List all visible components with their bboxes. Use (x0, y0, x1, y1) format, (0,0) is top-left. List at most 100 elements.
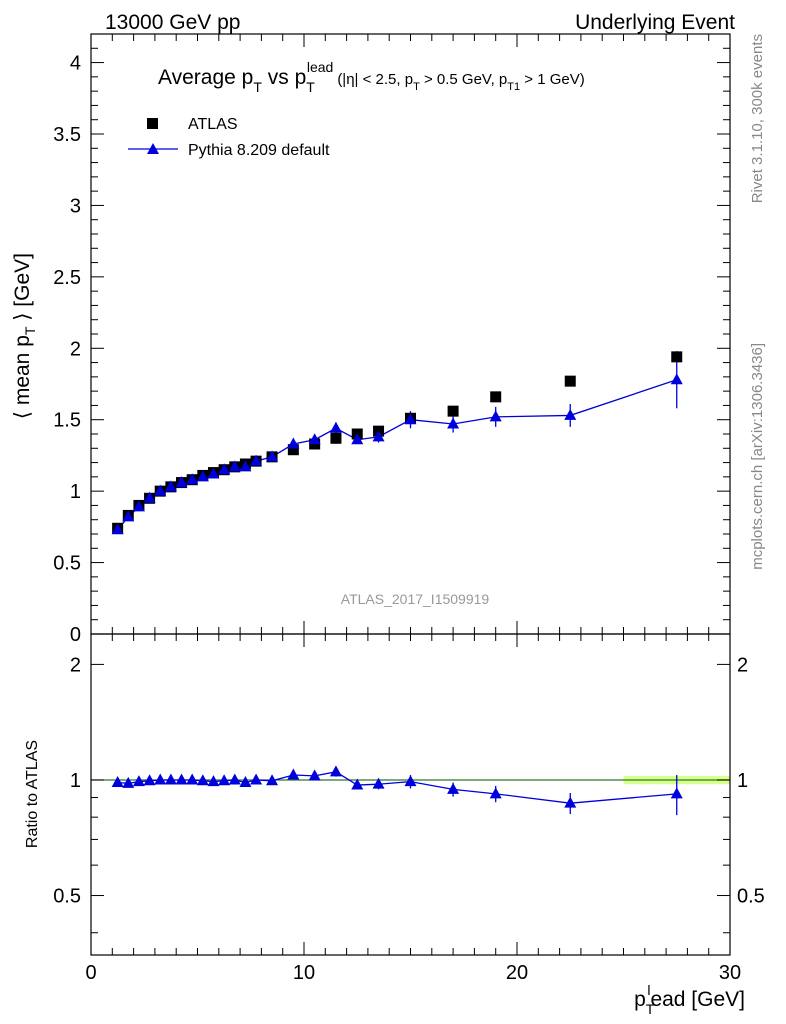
main-error-bars (292, 351, 678, 449)
plot-title: Average pT vs pTlead(|η| < 2.5, pT > 0.5… (158, 59, 585, 95)
pythia-point (351, 433, 364, 445)
ratio-point (196, 774, 209, 786)
ratio-error-bars (335, 767, 678, 816)
ratio-point (250, 773, 263, 785)
ratio-point (308, 769, 321, 781)
pythia-point (670, 373, 683, 385)
x-tick-label: 0 (85, 962, 96, 984)
pythia-point (122, 510, 135, 522)
y-tick-label: 3 (70, 195, 81, 217)
ratio-point (143, 774, 156, 786)
ratio-point (287, 768, 300, 780)
pythia-point (175, 476, 188, 488)
x-axis-label: pTlead [GeV] (634, 982, 745, 1017)
y-tick-label: 4 (70, 53, 81, 75)
ratio-point (329, 765, 342, 777)
ratio-point (207, 775, 220, 787)
x-tick-label: 30 (719, 962, 741, 984)
main-markers (111, 351, 683, 535)
legend-pythia-marker (147, 143, 159, 154)
ratio-y-tick-label-right: 0.5 (737, 886, 765, 908)
ratio-point (404, 775, 417, 787)
atlas-data-point (447, 405, 459, 417)
ratio-point (154, 773, 167, 785)
pythia-point (308, 433, 321, 445)
ratio-panel: 0.5 0.5 1 1 2 2 0 10 20 30 (53, 633, 765, 984)
main-axis-ticks (90, 33, 731, 635)
y-tick-label: 0.5 (53, 553, 81, 575)
pythia-point (218, 463, 231, 475)
pythia-point (164, 480, 177, 492)
y-tick-label: 1.5 (53, 410, 81, 432)
pythia-point (143, 491, 156, 503)
ratio-series-line (117, 771, 677, 804)
y-tick-label: 2.5 (53, 267, 81, 289)
pythia-point (186, 473, 199, 485)
atlas-data-point (671, 351, 683, 363)
y-tick-label: 1 (70, 481, 81, 503)
ratio-point (218, 774, 231, 786)
ratio-point (186, 773, 199, 785)
legend-pythia-label: Pythia 8.209 default (188, 142, 330, 159)
analysis-watermark: ATLAS_2017_I1509919 (341, 591, 490, 607)
pythia-point (132, 500, 145, 512)
ratio-y-tick-label-left: 2 (70, 654, 81, 676)
ratio-line (117, 771, 677, 804)
main-frame (90, 33, 731, 635)
ratio-point (372, 777, 385, 789)
pythia-point (404, 413, 417, 425)
pythia-point (287, 437, 300, 449)
rivet-version-text: Rivet 3.1.10, 300k events (749, 34, 766, 203)
ratio-markers (111, 765, 683, 808)
pythia-point (329, 421, 342, 433)
pythia-point (207, 467, 220, 479)
legend-atlas-label: ATLAS (188, 116, 238, 133)
atlas-data-point (330, 432, 342, 444)
main-series-lines (117, 379, 677, 531)
ratio-point (239, 775, 252, 787)
main-y-tick-labels: 0 0.5 1 1.5 2 2.5 3 3.5 4 (53, 53, 81, 646)
pythia-point (266, 450, 279, 462)
ratio-point (447, 782, 460, 794)
header-left: 13000 GeV pp (105, 11, 240, 34)
ratio-point (489, 787, 502, 799)
pythia-line (117, 379, 677, 531)
pythia-point (196, 470, 209, 482)
y-tick-label: 2 (70, 338, 81, 360)
x-tick-label: 10 (293, 962, 315, 984)
pythia-point (154, 484, 167, 496)
ratio-y-tick-label-left: 0.5 (53, 886, 81, 908)
pythia-point (239, 460, 252, 472)
pythia-point (489, 410, 502, 422)
pythia-point (447, 417, 460, 429)
ratio-frame (90, 633, 731, 956)
ratio-point (122, 776, 135, 788)
legend: ATLAS Pythia 8.209 default (128, 116, 330, 159)
main-panel: 0 0.5 1 1.5 2 2.5 3 3.5 4 ATLAS_2017_I1509919 Av… (53, 33, 731, 646)
legend-atlas-marker (147, 118, 158, 129)
atlas-data-point (564, 375, 576, 387)
y-tick-label: 0 (70, 624, 81, 646)
header-right: Underlying Event (575, 11, 735, 34)
atlas-data-point (287, 444, 299, 456)
ratio-y-tick-label-left: 1 (70, 770, 81, 792)
pythia-point (250, 454, 263, 466)
atlas-data-point (490, 391, 502, 403)
pythia-point (372, 430, 385, 442)
x-tick-labels: 0 10 20 30 (85, 962, 741, 984)
ratio-point (228, 773, 241, 785)
ratio-point (132, 775, 145, 787)
ratio-point (266, 774, 279, 786)
pythia-point (228, 460, 241, 472)
ratio-point (670, 787, 683, 799)
ratio-point (175, 773, 188, 785)
ratio-point (351, 778, 364, 790)
y-tick-label: 3.5 (53, 124, 81, 146)
ratio-point (111, 775, 124, 787)
main-y-axis-label: ⟨ mean pT ⟩ [GeV] (11, 253, 38, 419)
ratio-axis-ticks (90, 634, 731, 955)
pythia-point (564, 408, 577, 420)
x-tick-label: 20 (506, 962, 528, 984)
ratio-y-axis-label: Ratio to ATLAS (24, 740, 41, 848)
